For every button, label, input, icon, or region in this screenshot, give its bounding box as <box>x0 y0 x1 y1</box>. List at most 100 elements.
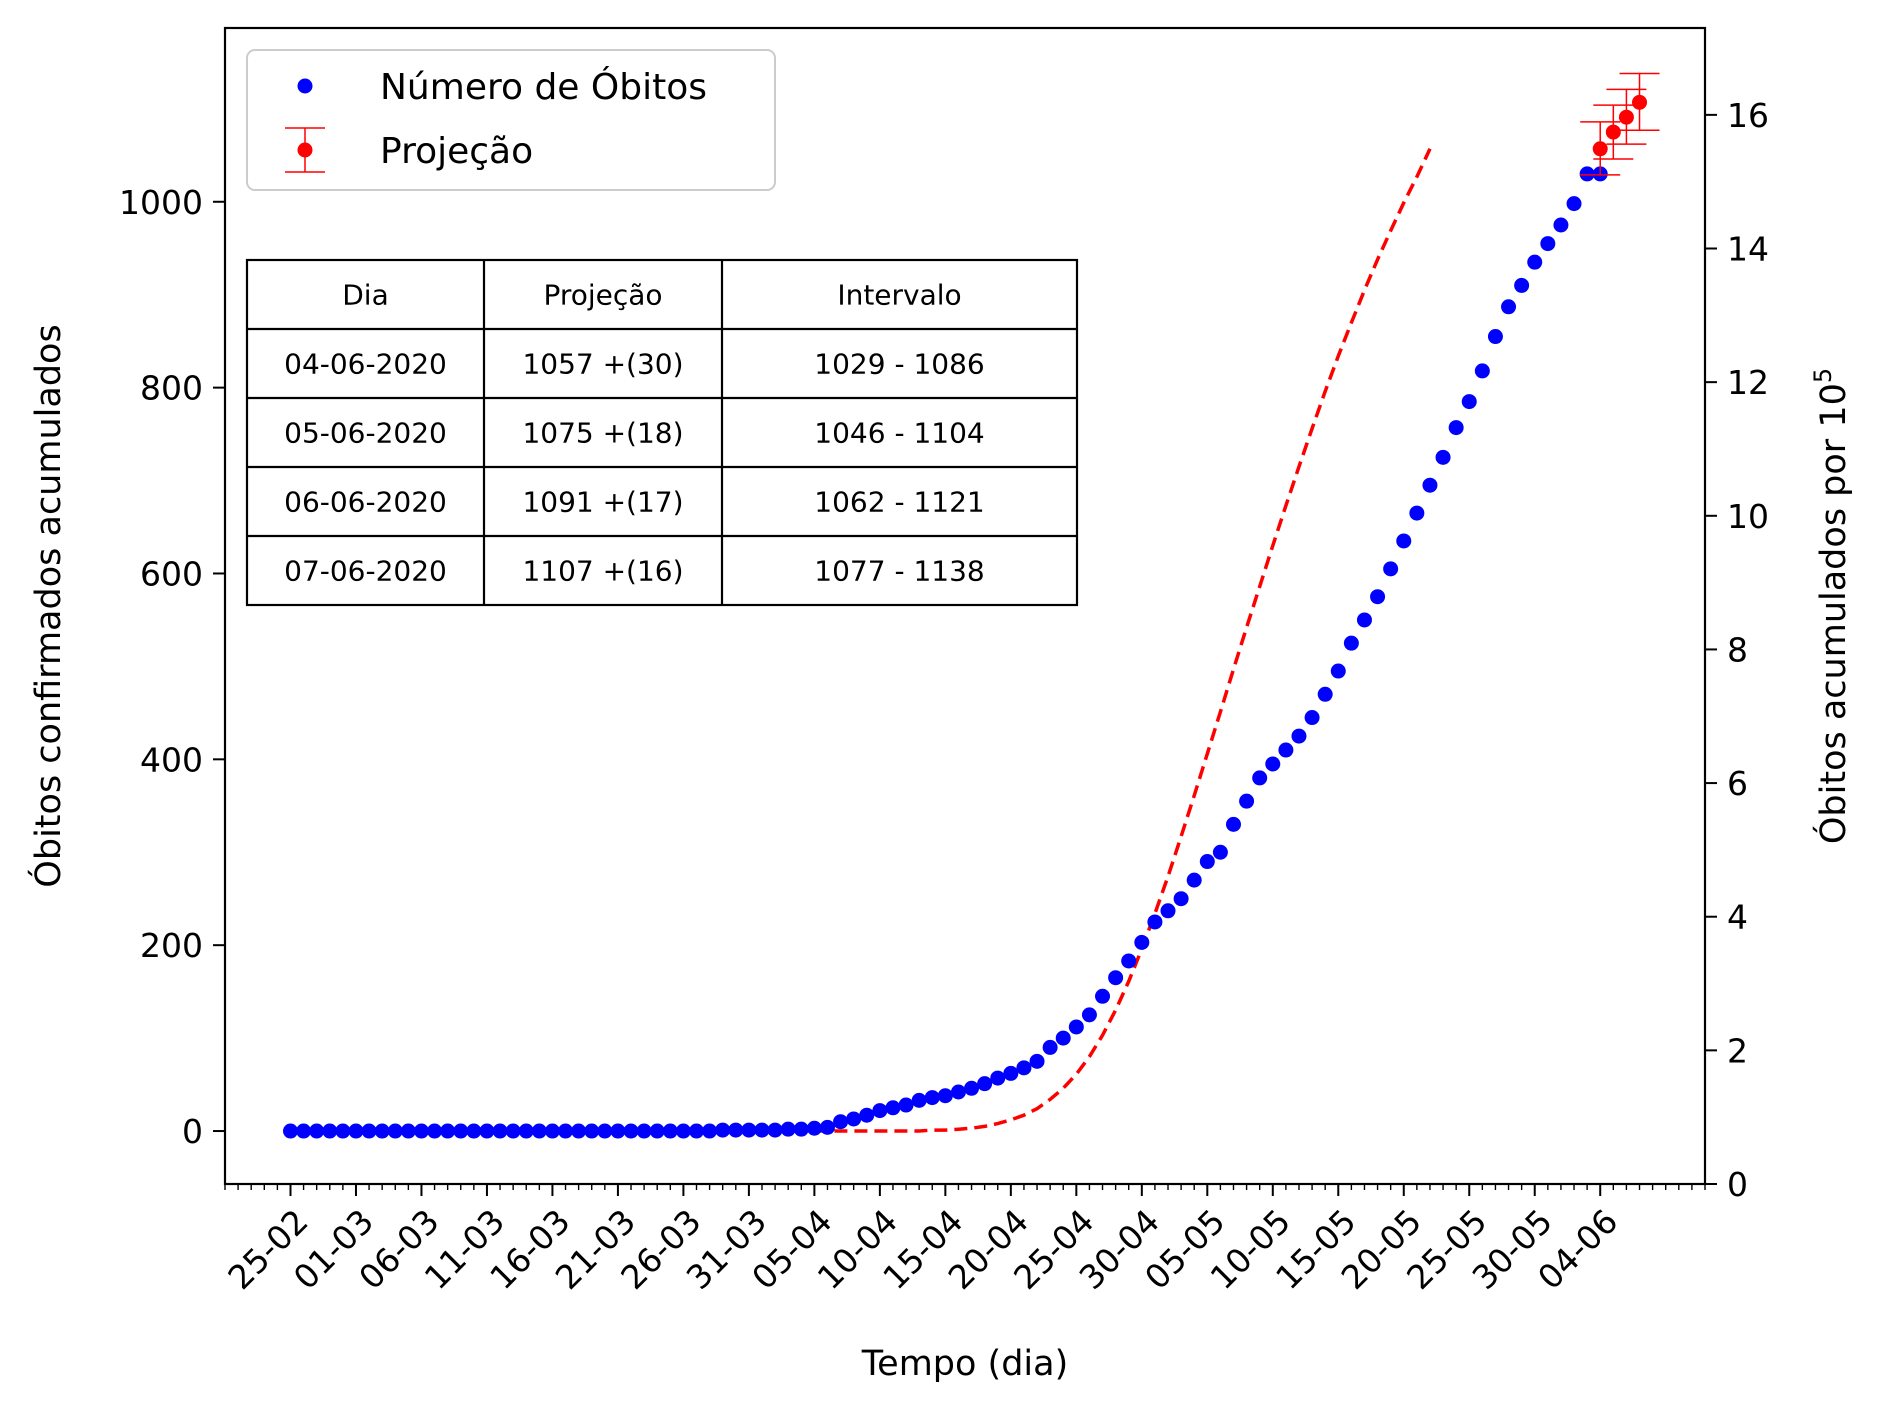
y2-tick-label: 16 <box>1727 96 1769 135</box>
y2-tick-label: 8 <box>1727 630 1748 669</box>
y2-axis-title: Óbitos acumulados por 105 <box>1809 368 1854 844</box>
data-point-obitos <box>1042 1039 1058 1055</box>
data-point-obitos <box>898 1097 914 1113</box>
y2-tick-label: 6 <box>1727 764 1748 803</box>
table-cell: 05-06-2020 <box>284 417 447 450</box>
plot-frame <box>223 26 1707 1186</box>
data-point-obitos <box>413 1123 429 1139</box>
table-cell: 04-06-2020 <box>284 348 447 381</box>
data-point-obitos <box>427 1123 443 1139</box>
data-point-obitos <box>348 1123 364 1139</box>
legend-label-numero-de-obitos: Número de Óbitos <box>380 66 707 108</box>
data-point-obitos <box>505 1123 521 1139</box>
data-point-obitos <box>374 1123 390 1139</box>
data-point-obitos <box>702 1123 718 1139</box>
table-cell: 1091 +(17) <box>522 486 683 519</box>
table-cell: 1046 - 1104 <box>814 417 984 450</box>
data-point-obitos <box>1396 533 1412 549</box>
y2-tick-label: 14 <box>1727 230 1769 269</box>
data-point-obitos <box>1409 505 1425 521</box>
y-tick-label: 0 <box>182 1112 203 1151</box>
data-point-obitos <box>571 1123 587 1139</box>
data-point-obitos <box>767 1122 783 1138</box>
data-point-obitos <box>1343 635 1359 651</box>
data-point-obitos <box>754 1122 770 1138</box>
data-point-obitos <box>1225 816 1241 832</box>
table-header-cell: Dia <box>342 279 389 312</box>
data-point-obitos <box>741 1122 757 1138</box>
y2-tick-label: 4 <box>1727 898 1748 937</box>
data-point-obitos <box>675 1123 691 1139</box>
y2-axis-right: 0 2 4 6 8 10 12 14 16 <box>1705 96 1769 1204</box>
data-point-obitos <box>1540 236 1556 252</box>
table-header-cell: Intervalo <box>837 279 961 312</box>
table-cell: 1029 - 1086 <box>814 348 984 381</box>
data-point-obitos <box>1527 254 1543 270</box>
data-point-obitos <box>924 1090 940 1106</box>
data-point-obitos <box>400 1123 416 1139</box>
data-point-obitos <box>833 1114 849 1130</box>
y2-tick-label: 0 <box>1727 1165 1748 1204</box>
table-cell: 1077 - 1138 <box>814 555 984 588</box>
data-point-obitos <box>649 1123 665 1139</box>
data-point-obitos <box>1108 970 1124 986</box>
data-point-obitos <box>1186 872 1202 888</box>
y2-tick-label: 10 <box>1727 497 1769 536</box>
data-point-obitos <box>1356 612 1372 628</box>
data-point-obitos <box>846 1111 862 1127</box>
data-point-obitos <box>1487 329 1503 345</box>
data-point-obitos <box>806 1120 822 1136</box>
data-point-obitos <box>1448 420 1464 436</box>
data-point-obitos <box>1121 953 1137 969</box>
data-point-obitos <box>544 1123 560 1139</box>
projection-point <box>1619 72 1660 131</box>
y2-tick-label: 12 <box>1727 363 1769 402</box>
y2-axis-title-exponent: 5 <box>1809 368 1837 383</box>
data-point-obitos <box>296 1123 312 1139</box>
y-axis: 0 200 400 600 800 1000 <box>119 183 225 1151</box>
data-point-obitos <box>623 1123 639 1139</box>
data-point-obitos <box>309 1123 325 1139</box>
data-point-obitos <box>1553 217 1569 233</box>
data-point-obitos <box>1055 1030 1071 1046</box>
data-point-obitos <box>964 1080 980 1096</box>
data-point-obitos <box>1160 903 1176 919</box>
data-point-obitos <box>1095 988 1111 1004</box>
data-point-obitos <box>1265 756 1281 772</box>
legend-marker-projecao <box>285 127 325 173</box>
data-point-obitos <box>1370 589 1386 605</box>
data-point-obitos <box>990 1070 1006 1086</box>
data-point-obitos <box>584 1123 600 1139</box>
data-point-obitos <box>479 1123 495 1139</box>
data-point-obitos <box>950 1084 966 1100</box>
data-point-obitos <box>911 1092 927 1108</box>
data-point-obitos <box>937 1088 953 1104</box>
data-point-obitos <box>531 1123 547 1139</box>
data-point-obitos <box>1566 196 1582 212</box>
y-tick-label: 800 <box>140 369 203 408</box>
data-point-obitos <box>322 1123 338 1139</box>
data-point-obitos <box>793 1121 809 1137</box>
y-axis-title: Óbitos confirmados acumulados <box>27 324 69 887</box>
data-point-obitos <box>1147 914 1163 930</box>
table-cell: 1107 +(16) <box>522 555 683 588</box>
data-point-obitos <box>977 1076 993 1092</box>
data-point-obitos <box>1330 663 1346 679</box>
data-point-obitos <box>819 1119 835 1135</box>
x-axis: 25-0201-0306-0311-0316-0321-0326-0331-03… <box>220 1184 1706 1297</box>
table-header-cell: Projeção <box>543 279 662 312</box>
table-cell: 1062 - 1121 <box>814 486 984 519</box>
data-point-obitos <box>1461 394 1477 410</box>
legend: Número de Óbitos Projeção <box>246 49 776 191</box>
data-point-obitos <box>1199 854 1215 870</box>
legend-marker-numero-de-obitos <box>297 78 313 94</box>
data-point-obitos <box>610 1123 626 1139</box>
x-axis-title: Tempo (dia) <box>861 1344 1069 1384</box>
data-point-obitos <box>387 1123 403 1139</box>
data-point-obitos <box>1173 891 1189 907</box>
data-point-obitos <box>492 1123 508 1139</box>
legend-box <box>246 49 776 191</box>
projection-table: Dia Projeção Intervalo 04-06-2020 1057 +(30)… <box>245 258 1079 607</box>
data-point-obitos <box>1422 477 1438 493</box>
